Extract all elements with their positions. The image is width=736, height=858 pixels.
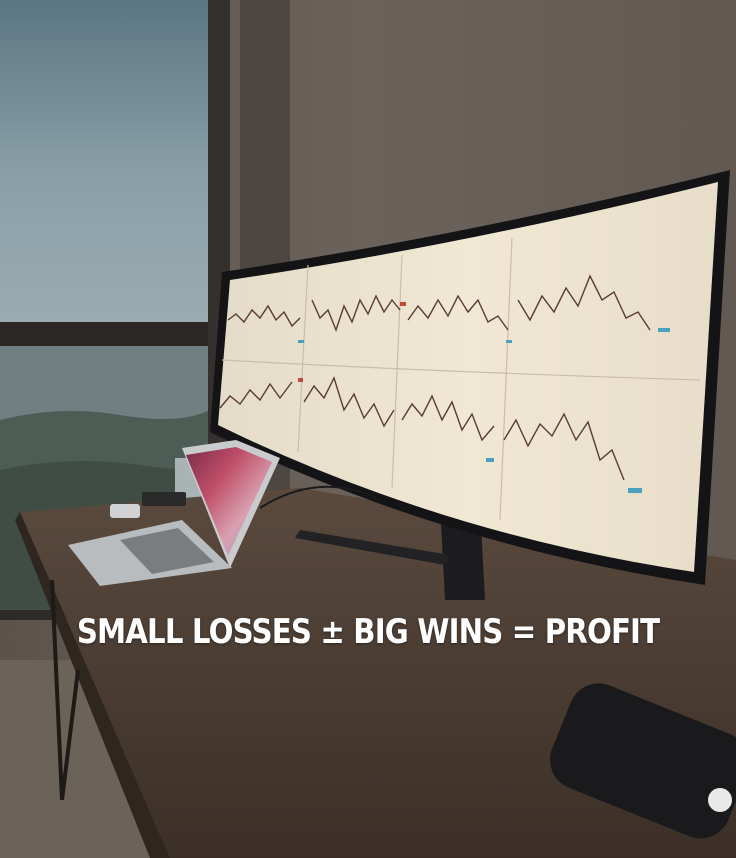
price-chart-lines <box>219 274 651 481</box>
phone <box>142 492 186 506</box>
laptop-screen <box>186 447 272 556</box>
monitor-screen <box>218 182 718 572</box>
window-mullion <box>0 322 225 346</box>
laptop <box>68 440 280 586</box>
sky <box>0 0 210 325</box>
laptop-keyboard <box>120 528 214 574</box>
usb-hub <box>110 504 140 518</box>
caption-text: SMALL LOSSES ± BIG WINS = PROFIT <box>76 612 660 652</box>
wireless-charger <box>549 683 736 839</box>
curved-monitor <box>210 170 730 585</box>
cable <box>259 485 381 509</box>
desk-leg <box>50 579 64 801</box>
